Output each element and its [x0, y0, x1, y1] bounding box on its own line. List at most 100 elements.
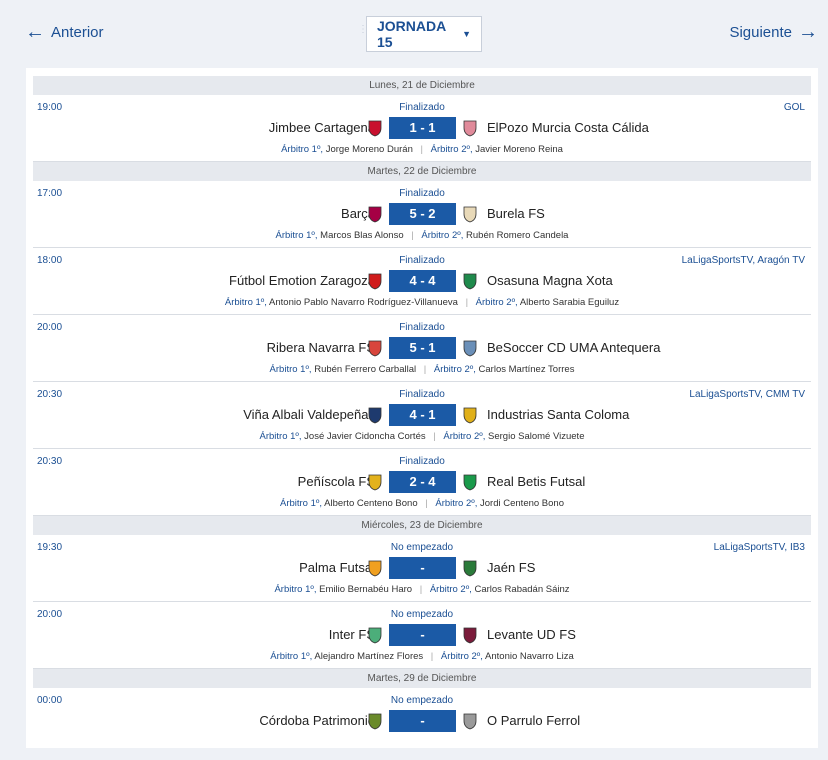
referee-2-name: Carlos Rabadán Sáinz [474, 584, 570, 595]
referee-2-name: Carlos Martínez Torres [478, 364, 575, 375]
tv-channels[interactable]: LaLigaSportsTV, IB3 [713, 542, 805, 553]
home-team-name[interactable]: Córdoba Patrimonio [259, 713, 375, 728]
home-team-name[interactable]: Jimbee Cartagena [268, 120, 375, 135]
away-team-name[interactable]: Jaén FS [487, 560, 536, 575]
match-score[interactable]: 4 - 4 [389, 270, 456, 292]
match-teams: Ribera Navarra FS 5 - 1 BeSoccer CD UMA … [33, 337, 811, 359]
match-row[interactable]: 20:00 No empezado Inter FS - Levante UD … [33, 602, 811, 669]
away-team-crest-icon[interactable] [461, 473, 479, 491]
referee-separator: | [430, 651, 434, 662]
home-team-crest-icon[interactable] [366, 473, 384, 491]
away-team-crest-icon[interactable] [461, 205, 479, 223]
home-team-crest-icon[interactable] [366, 406, 384, 424]
referee-2-name: Javier Moreno Reina [475, 144, 563, 155]
away-team-crest-icon[interactable] [461, 406, 479, 424]
away-team-name[interactable]: O Parrulo Ferrol [487, 713, 581, 728]
tv-channels[interactable]: LaLigaSportsTV, Aragón TV [681, 255, 805, 266]
away-team-crest-icon[interactable] [461, 339, 479, 357]
referee-separator: | [465, 297, 469, 308]
home-team-crest-icon[interactable] [366, 272, 384, 290]
match-status[interactable]: Finalizado [399, 188, 445, 199]
tv-channels[interactable]: GOL [783, 102, 805, 113]
arrow-left-icon: ← [25, 21, 45, 43]
referees: Árbitro 1º, Alejandro Martínez Flores | … [33, 651, 811, 662]
away-team-name[interactable]: Levante UD FS [487, 627, 576, 642]
match-status[interactable]: No empezado [390, 542, 454, 553]
referee-1-name: Alberto Centeno Bono [324, 498, 418, 509]
referees: Árbitro 1º, Antonio Pablo Navarro Rodríg… [33, 297, 811, 308]
referee-2-label: Árbitro 2º, [443, 431, 486, 442]
tv-channels[interactable]: LaLigaSportsTV, CMM TV [689, 389, 805, 400]
home-team-name[interactable]: Palma Futsal [299, 560, 375, 575]
match-time: 20:00 [37, 609, 63, 620]
match-row[interactable]: 19:30 No empezado LaLigaSportsTV, IB3 Pa… [33, 535, 811, 602]
away-team-name[interactable]: Real Betis Futsal [487, 474, 586, 489]
match-teams: Palma Futsal - Jaén FS [33, 557, 811, 579]
referee-1-name: Alejandro Martínez Flores [314, 651, 424, 662]
next-jornada-link[interactable]: Siguiente → [729, 22, 818, 42]
match-status[interactable]: No empezado [390, 695, 454, 706]
match-status[interactable]: No empezado [390, 609, 454, 620]
match-row[interactable]: 20:30 Finalizado LaLigaSportsTV, CMM TV … [33, 382, 811, 449]
home-team-name[interactable]: Ribera Navarra FS [266, 340, 375, 355]
match-score[interactable]: 2 - 4 [389, 471, 456, 493]
home-team-crest-icon[interactable] [366, 712, 384, 730]
away-team-name[interactable]: Osasuna Magna Xota [487, 273, 613, 288]
match-row[interactable]: 17:00 Finalizado Barça 5 - 2 Burela FS Á… [33, 181, 811, 248]
match-time: 20:30 [37, 456, 63, 467]
match-status[interactable]: Finalizado [399, 456, 445, 467]
home-team-name[interactable]: Viña Albali Valdepeñas [243, 407, 375, 422]
away-team-name[interactable]: ElPozo Murcia Costa Cálida [487, 120, 649, 135]
away-team-name[interactable]: Industrias Santa Coloma [487, 407, 630, 422]
away-team-crest-icon[interactable] [461, 119, 479, 137]
match-score[interactable]: 1 - 1 [389, 117, 456, 139]
match-score[interactable]: - [389, 624, 456, 646]
referee-2-label: Árbitro 2º, [429, 584, 472, 595]
away-team-crest-icon[interactable] [461, 559, 479, 577]
referee-1-name: Jorge Moreno Durán [325, 144, 413, 155]
home-team-name[interactable]: Fútbol Emotion Zaragoza [229, 273, 375, 288]
referee-separator: | [423, 364, 427, 375]
previous-jornada-link[interactable]: ← Anterior [25, 22, 104, 42]
home-team-crest-icon[interactable] [366, 205, 384, 223]
match-row[interactable]: 20:00 Finalizado Ribera Navarra FS 5 - 1… [33, 315, 811, 382]
match-status[interactable]: Finalizado [399, 102, 445, 113]
match-status[interactable]: Finalizado [399, 322, 445, 333]
referee-1-name: Marcos Blas Alonso [320, 230, 404, 241]
home-team-crest-icon[interactable] [366, 626, 384, 644]
match-time: 19:30 [37, 542, 63, 553]
match-score[interactable]: 4 - 1 [389, 404, 456, 426]
home-team-name[interactable]: Inter FS [328, 627, 375, 642]
match-status[interactable]: Finalizado [399, 389, 445, 400]
away-team-name[interactable]: Burela FS [487, 206, 545, 221]
home-team-name[interactable]: Barça [341, 206, 375, 221]
match-teams: Peñíscola FS 2 - 4 Real Betis Futsal [33, 471, 811, 493]
match-row[interactable]: 18:00 Finalizado LaLigaSportsTV, Aragón … [33, 248, 811, 315]
referees: Árbitro 1º, José Javier Cidoncha Cortés … [33, 431, 811, 442]
home-team-name[interactable]: Peñíscola FS [297, 474, 375, 489]
match-score[interactable]: 5 - 2 [389, 203, 456, 225]
match-row[interactable]: 20:30 Finalizado Peñíscola FS 2 - 4 Real… [33, 449, 811, 516]
match-score[interactable]: 5 - 1 [389, 337, 456, 359]
home-team-crest-icon[interactable] [366, 339, 384, 357]
referee-1-label: Árbitro 1º, [269, 364, 312, 375]
previous-label: Anterior [51, 23, 104, 41]
referee-2-name: Rubén Romero Candela [466, 230, 569, 241]
match-time: 17:00 [37, 188, 63, 199]
match-score[interactable]: - [389, 710, 456, 732]
match-time: 00:00 [37, 695, 63, 706]
away-team-name[interactable]: BeSoccer CD UMA Antequera [487, 340, 661, 355]
referee-2-label: Árbitro 2º, [435, 498, 478, 509]
jornada-select[interactable]: JORNADA 15 ▼ [366, 16, 482, 52]
home-team-crest-icon[interactable] [366, 559, 384, 577]
away-team-crest-icon[interactable] [461, 626, 479, 644]
away-team-crest-icon[interactable] [461, 712, 479, 730]
match-row[interactable]: 19:00 Finalizado GOL Jimbee Cartagena 1 … [33, 95, 811, 162]
match-row[interactable]: 00:00 No empezado Córdoba Patrimonio - O… [33, 688, 811, 755]
match-teams: Viña Albali Valdepeñas 4 - 1 Industrias … [33, 404, 811, 426]
home-team-crest-icon[interactable] [366, 119, 384, 137]
match-score[interactable]: - [389, 557, 456, 579]
day-header: Martes, 29 de Diciembre [33, 669, 811, 688]
match-status[interactable]: Finalizado [399, 255, 445, 266]
away-team-crest-icon[interactable] [461, 272, 479, 290]
